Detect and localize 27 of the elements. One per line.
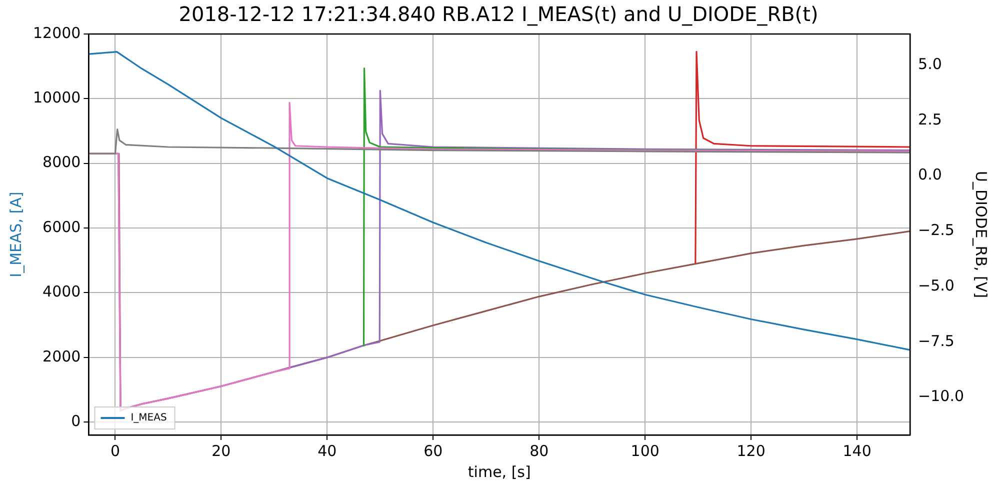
x-tick-label: 0 [110, 442, 120, 460]
y-axis-title: I_MEAS, [A] [6, 192, 25, 278]
y2-tick-label: −7.5 [918, 332, 954, 350]
y2-tick-label: 2.5 [918, 110, 942, 128]
y2-tick-label: −10.0 [918, 387, 964, 406]
x-tick-label: 60 [424, 442, 443, 460]
y-tick-label: 4000 [42, 282, 81, 301]
y2-axis-title: U_DIODE_RB, [V] [972, 170, 990, 298]
y2-tick-label: 5.0 [918, 54, 942, 73]
y-tick-label: 8000 [42, 153, 81, 172]
y-tick-label: 12000 [33, 24, 81, 42]
legend-label: I_MEAS [130, 412, 167, 424]
y2-tick-label: 0.0 [918, 166, 942, 184]
chart-title: 2018-12-12 17:21:34.840 RB.A12 I_MEAS(t) and U_DIODE_RB(t) [178, 2, 818, 26]
y2-tick-label: −5.0 [918, 276, 954, 294]
x-tick-label: 20 [212, 442, 231, 460]
x-tick-label: 80 [530, 442, 549, 460]
x-tick-label: 140 [842, 442, 872, 460]
y2-tick-label: −2.5 [918, 221, 954, 240]
x-tick-label: 40 [318, 442, 337, 460]
x-tick-label: 100 [630, 442, 660, 460]
y-tick-label: 10000 [33, 88, 81, 107]
y-tick-label: 0 [71, 412, 81, 430]
x-tick-label: 120 [736, 442, 766, 460]
y-tick-label: 6000 [42, 218, 81, 236]
y-tick-label: 2000 [42, 347, 81, 366]
x-axis-title: time, [s] [468, 462, 531, 481]
